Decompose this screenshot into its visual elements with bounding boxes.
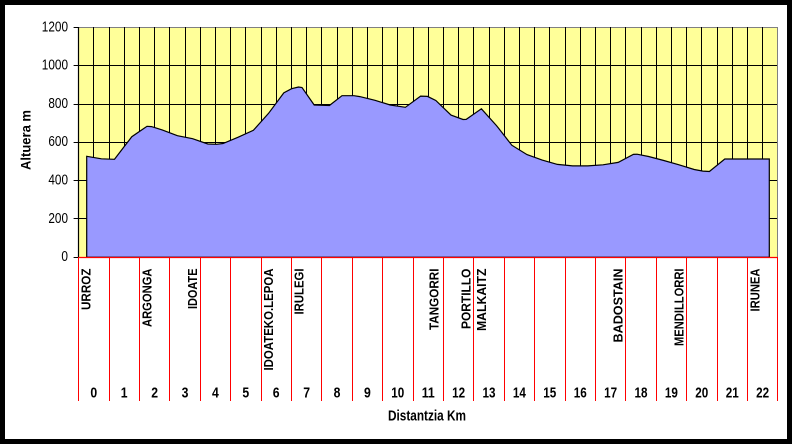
svg-text:19: 19 <box>665 385 678 402</box>
svg-text:9: 9 <box>364 385 371 402</box>
svg-text:8: 8 <box>334 385 341 402</box>
svg-text:18: 18 <box>635 385 648 402</box>
svg-text:MENDILLORRI: MENDILLORRI <box>672 269 687 347</box>
svg-text:IDOATE: IDOATE <box>185 268 200 309</box>
svg-text:IDOATEKO.LEPOA: IDOATEKO.LEPOA <box>261 268 276 370</box>
svg-text:17: 17 <box>604 385 617 402</box>
svg-text:15: 15 <box>543 385 556 402</box>
svg-text:400: 400 <box>48 173 68 189</box>
svg-text:Altuera m: Altuera m <box>18 110 34 170</box>
svg-text:2: 2 <box>151 385 158 402</box>
svg-text:1200: 1200 <box>42 19 68 35</box>
svg-text:IRUNEA: IRUNEA <box>748 268 763 311</box>
svg-text:URROZ: URROZ <box>79 269 94 311</box>
svg-text:21: 21 <box>726 385 739 402</box>
svg-text:4: 4 <box>212 385 219 402</box>
svg-text:11: 11 <box>422 385 435 402</box>
svg-text:0: 0 <box>61 249 68 265</box>
svg-text:13: 13 <box>483 385 496 402</box>
svg-text:600: 600 <box>48 134 68 150</box>
svg-text:22: 22 <box>756 385 769 402</box>
svg-text:20: 20 <box>695 385 708 402</box>
svg-text:0: 0 <box>90 385 97 402</box>
svg-text:1: 1 <box>121 385 128 402</box>
svg-text:6: 6 <box>273 385 280 402</box>
svg-text:BADOSTAIN: BADOSTAIN <box>611 269 626 343</box>
svg-text:16: 16 <box>574 385 587 402</box>
svg-text:1000: 1000 <box>42 58 68 74</box>
svg-text:PORTILLO: PORTILLO <box>459 269 474 330</box>
svg-text:10: 10 <box>391 385 404 402</box>
svg-text:IRULEGI: IRULEGI <box>292 269 307 315</box>
svg-text:7: 7 <box>303 385 310 402</box>
svg-text:MALKAITZ: MALKAITZ <box>474 269 489 332</box>
svg-text:3: 3 <box>182 385 189 402</box>
svg-text:12: 12 <box>452 385 465 402</box>
svg-text:200: 200 <box>48 211 68 227</box>
svg-text:14: 14 <box>513 385 527 402</box>
svg-text:5: 5 <box>242 385 249 402</box>
svg-text:800: 800 <box>48 96 68 112</box>
svg-text:TANGORRI: TANGORRI <box>427 269 442 331</box>
svg-text:Distantzia Km: Distantzia Km <box>388 408 466 425</box>
svg-text:ARGONGA: ARGONGA <box>140 268 155 327</box>
